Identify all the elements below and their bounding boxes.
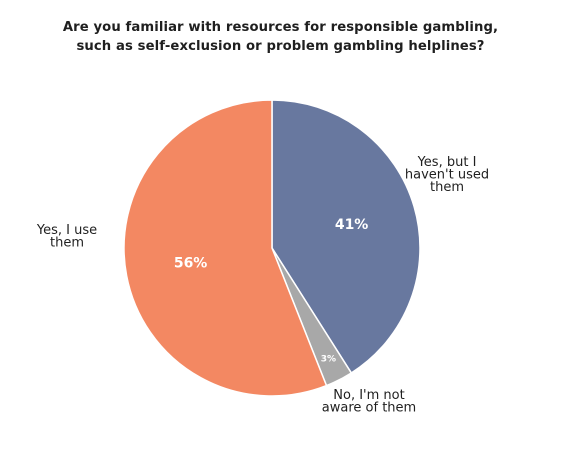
pie-slices [123,99,421,397]
slice-category-label-line: them [50,236,84,251]
slice-category-label-line: aware of them [322,401,416,416]
chart-title-line-2: such as self-exclusion or problem gambli… [76,39,485,54]
slice-category-label-line: No, I'm not [333,388,404,403]
slice-value-labels: 41% 3% 56% [174,217,369,364]
slice-category-label-line: Yes, but I [417,155,477,170]
slice-category-label-no-i-m-not-aware-of-them: No, I'm not aware of them [322,388,416,416]
chart-title: Are you familiar with resources for resp… [0,18,561,56]
slice-value-label-no-i-m-not-aware-of-them: 3% [321,354,336,364]
chart-title-line-1: Are you familiar with resources for resp… [62,20,499,35]
slice-category-label-yes-i-use-them: Yes, I use them [36,223,97,251]
slice-value-label-yes-i-use-them: 56% [174,256,208,272]
slice-category-label-line: Yes, I use [36,223,97,238]
pie-slice-yes-but-i-haven-t-used-them [271,99,421,374]
slice-category-label-line: haven't used [405,168,489,183]
slice-category-label-line: them [430,180,464,195]
slice-value-label-yes-but-i-haven-t-used-them: 41% [335,217,369,233]
pie-slice-yes-i-use-them [123,99,328,397]
